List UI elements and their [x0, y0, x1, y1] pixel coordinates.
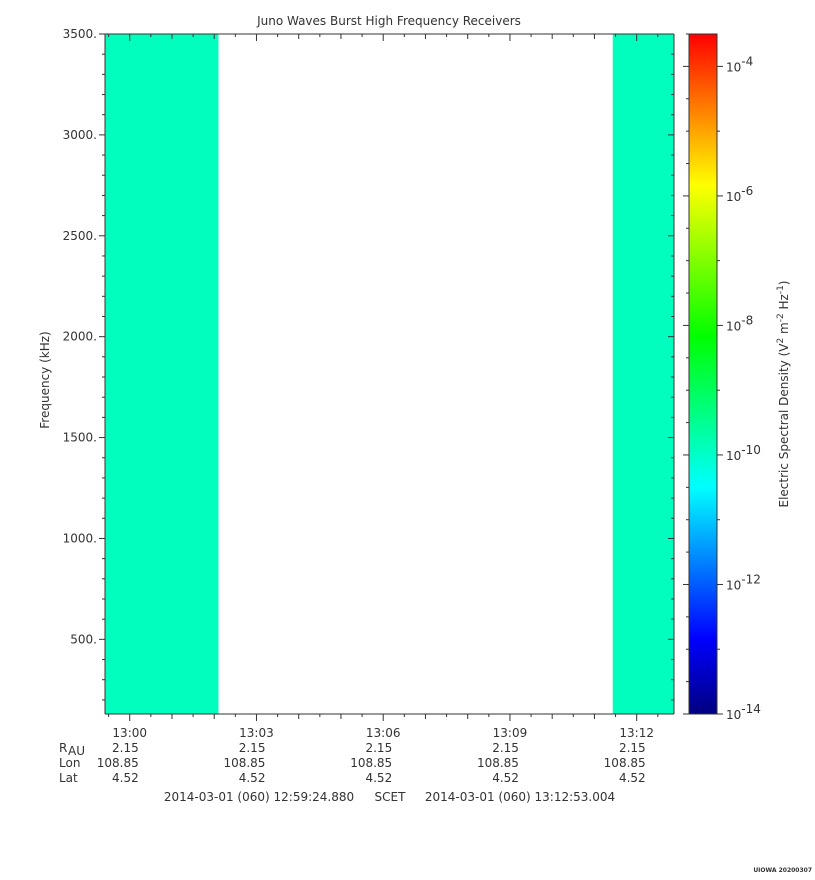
colorbar-tick-base: 10 — [726, 319, 741, 333]
data-strip-1 — [105, 34, 219, 714]
y-tick-label: 3500. — [63, 27, 97, 41]
data-strips — [105, 34, 674, 714]
colorbar-tick-label: 10-12 — [726, 572, 761, 592]
colorbar-scale — [688, 33, 718, 715]
data-strip-2 — [612, 34, 674, 714]
colorbar-label-end: ) — [777, 280, 791, 285]
ephemeris-value: 108.85 — [223, 756, 265, 770]
ephemeris-value: 2.15 — [492, 741, 519, 755]
y-tick-label: 1500. — [63, 431, 97, 445]
y-tick-label: 3000. — [63, 128, 97, 142]
ephemeris-value: 108.85 — [477, 756, 519, 770]
ephemeris-value: 2.15 — [239, 741, 266, 755]
y-axis-label: Frequency (kHz) — [38, 331, 52, 428]
colorbar-label-text: Electric Spectral Density (V — [777, 343, 791, 508]
ephemeris-value: 4.52 — [492, 771, 519, 785]
colorbar-tick-label: 10-14 — [726, 702, 761, 722]
y-tick-label: 1000. — [63, 531, 97, 545]
ephemeris-label-r: R — [59, 741, 67, 755]
colorbar-tick-base: 10 — [726, 190, 741, 204]
ephemeris-label: Lat — [59, 771, 78, 785]
colorbar-tick-exponent: -10 — [741, 443, 761, 457]
colorbar-tick-label: 10-6 — [726, 184, 753, 204]
ephemeris-value: 2.15 — [112, 741, 139, 755]
ephemeris-value: 4.52 — [365, 771, 392, 785]
colorbar-tick-base: 10 — [726, 708, 741, 722]
colorbar-tick-base: 10 — [726, 60, 741, 74]
ephemeris-value: 2.15 — [619, 741, 646, 755]
ephemeris-label: Lon — [59, 756, 80, 770]
x-axis: 13:00 13:03 13:06 13:09 13:12 — [108, 34, 659, 740]
ephemeris-value: 108.85 — [350, 756, 392, 770]
ephemeris-label-r-subscript: AU — [68, 744, 85, 758]
colorbar-tick-base: 10 — [726, 578, 741, 592]
colorbar-tick-exponent: -12 — [741, 572, 761, 586]
ephemeris-value: 2.15 — [365, 741, 392, 755]
colorbar-tick-base: 10 — [726, 449, 741, 463]
x-tick-label: 13:06 — [366, 726, 401, 740]
x-tick-label: 13:00 — [112, 726, 147, 740]
ephemeris-value: 4.52 — [239, 771, 266, 785]
colorbar-tick-exponent: -14 — [741, 702, 761, 716]
ephemeris-value: 4.52 — [112, 771, 139, 785]
x-tick-label: 13:09 — [493, 726, 528, 740]
time-range-scet: SCET — [375, 790, 407, 804]
colorbar-label-sup3: -1 — [776, 285, 786, 294]
colorbar-label-sup2: -2 — [776, 313, 786, 322]
y-tick-label: 2500. — [63, 229, 97, 243]
ephemeris-value: 108.85 — [604, 756, 646, 770]
colorbar-label-mid: m — [777, 322, 791, 338]
colorbar-tick-label: 10-4 — [726, 54, 753, 74]
colorbar-label: Electric Spectral Density (V2 m-2 Hz-1) — [776, 280, 791, 507]
y-tick-label: 2000. — [63, 330, 97, 344]
ephemeris-value: 108.85 — [97, 756, 139, 770]
colorbar-label-sup1: 2 — [776, 338, 786, 344]
chart-title: Juno Waves Burst High Frequency Receiver… — [256, 14, 521, 28]
time-range-end: 2014-03-01 (060) 13:12:53.004 — [425, 790, 615, 804]
plot-frame — [104, 33, 675, 715]
time-range-start: 2014-03-01 (060) 12:59:24.880 — [164, 790, 354, 804]
y-axis: 500. 1000. 1500. 2000. 2500. 3000. 3500. — [63, 27, 674, 701]
colorbar-tick-exponent: -6 — [741, 184, 753, 198]
ephemeris-value: 4.52 — [619, 771, 646, 785]
colorbar-tick-label: 10-10 — [726, 443, 761, 463]
colorbar-label-mid2: Hz — [777, 294, 791, 313]
colorbar-tick-exponent: -8 — [741, 313, 753, 327]
colorbar-tick-exponent: -4 — [741, 54, 753, 68]
colorbar-tick-label: 10-8 — [726, 313, 753, 333]
credit-label: UIOWA 20200307 — [753, 867, 812, 874]
x-tick-label: 13:12 — [619, 726, 654, 740]
y-tick-label: 500. — [70, 632, 97, 646]
x-tick-label: 13:03 — [239, 726, 274, 740]
